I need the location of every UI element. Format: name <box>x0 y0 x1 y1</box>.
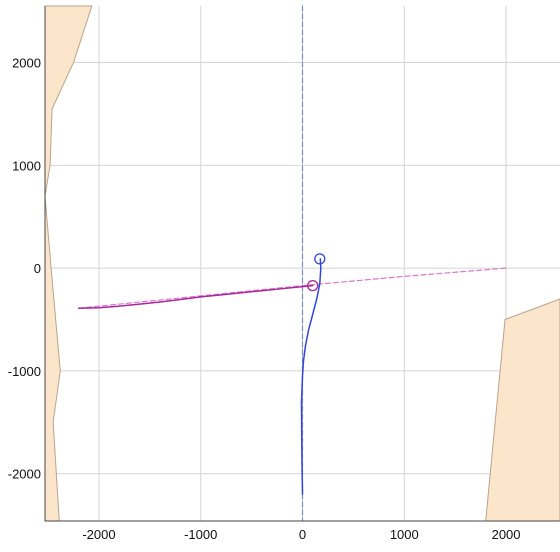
x-tick-label-1: -1000 <box>184 527 217 542</box>
y-tick-label-1: 1000 <box>12 158 41 173</box>
x-tick-label-2: 0 <box>299 527 306 542</box>
series-line-3 <box>300 258 322 496</box>
x-tick-label-0: -2000 <box>82 527 115 542</box>
y-tick-label-3: -1000 <box>8 364 41 379</box>
series-line-1 <box>77 267 507 309</box>
x-tick-label-3: 1000 <box>390 527 419 542</box>
marker-circle-0 <box>314 253 326 265</box>
series-line-2 <box>77 284 314 309</box>
y-tick-label-2: 0 <box>34 261 41 276</box>
marker-circle-1 <box>307 279 319 292</box>
y-tick-label-0: 2000 <box>12 56 41 71</box>
y-tick-label-4: -2000 <box>8 467 41 482</box>
x-tick-label-4: 2000 <box>492 527 521 542</box>
